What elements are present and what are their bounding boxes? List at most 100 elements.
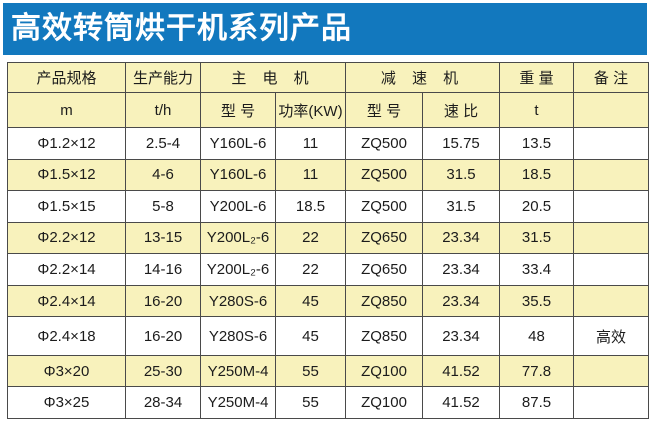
table-cell: Φ1.5×15 — [7, 190, 126, 223]
table-cell: ZQ500 — [345, 158, 423, 192]
unit-header-remark — [573, 92, 649, 128]
table-cell — [573, 284, 649, 318]
table-cell: 18.5 — [275, 190, 346, 223]
table-cell: 23.34 — [422, 221, 500, 255]
table-cell: 41.52 — [422, 354, 500, 388]
table-cell: 16-20 — [125, 284, 201, 318]
table-cell: Φ2.2×14 — [7, 253, 126, 286]
table-header-group-row: 产品规格 生产能力 主 电 机 减 速 机 重 量 备 注 — [7, 62, 649, 93]
unit-header-spec: m — [7, 92, 126, 128]
table-cell: Φ2.4×18 — [7, 316, 126, 356]
column-header-reducer: 减 速 机 — [345, 62, 500, 93]
table-cell: 13-15 — [125, 221, 201, 255]
table-row: Φ2.4×14 16-20 Y280S-6 45 ZQ850 23.34 35.5 — [7, 284, 649, 318]
table-cell: ZQ500 — [345, 190, 423, 223]
table-cell: ZQ650 — [345, 253, 423, 286]
table-cell: 22 — [275, 253, 346, 286]
table-cell: 23.34 — [422, 253, 500, 286]
table-cell: 45 — [275, 316, 346, 356]
table-cell: 13.5 — [499, 127, 574, 160]
table-cell — [573, 221, 649, 255]
table-cell: 45 — [275, 284, 346, 318]
page-title: 高效转筒烘干机系列产品 — [11, 12, 352, 45]
table-cell: 25-30 — [125, 354, 201, 388]
table-cell: ZQ100 — [345, 354, 423, 388]
table-cell — [573, 354, 649, 388]
unit-header-capacity: t/h — [125, 92, 201, 128]
table-cell: Y200L-6 — [200, 190, 276, 223]
table-cell: 48 — [499, 316, 574, 356]
table-cell: 77.8 — [499, 354, 574, 388]
table-cell: Φ1.5×12 — [7, 158, 126, 192]
table-cell: ZQ500 — [345, 127, 423, 160]
table-cell: 31.5 — [422, 190, 500, 223]
table-cell: Φ3×20 — [7, 354, 126, 388]
table-cell: 28-34 — [125, 386, 201, 419]
table-row: Φ2.4×18 16-20 Y280S-6 45 ZQ850 23.34 48 高效 — [7, 316, 649, 356]
table-cell: Y200L₂-6 — [200, 253, 276, 286]
table-cell: 11 — [275, 127, 346, 160]
column-header-capacity: 生产能力 — [125, 62, 201, 93]
table-cell: 14-16 — [125, 253, 201, 286]
table-row: Φ2.2×12 13-15 Y200L₂-6 22 ZQ650 23.34 31.5 — [7, 221, 649, 255]
table-cell: 55 — [275, 354, 346, 388]
table-cell — [573, 127, 649, 160]
table-cell — [573, 253, 649, 286]
table-cell: 87.5 — [499, 386, 574, 419]
table-cell: 33.4 — [499, 253, 574, 286]
page-title-banner: 高效转筒烘干机系列产品 — [3, 3, 647, 55]
table-cell: 23.34 — [422, 316, 500, 356]
table-cell: Y280S-6 — [200, 284, 276, 318]
table-row: Φ1.2×12 2.5-4 Y160L-6 11 ZQ500 15.75 13.5 — [7, 127, 649, 160]
unit-header-motor-model: 型 号 — [200, 92, 276, 128]
table-row: Φ1.5×12 4-6 Y160L-6 11 ZQ500 31.5 18.5 — [7, 158, 649, 192]
table-cell: 2.5-4 — [125, 127, 201, 160]
table-cell: Φ1.2×12 — [7, 127, 126, 160]
table-cell: Y280S-6 — [200, 316, 276, 356]
unit-header-reducer-model: 型 号 — [345, 92, 423, 128]
table-cell: 11 — [275, 158, 346, 192]
table-cell: Y160L-6 — [200, 127, 276, 160]
table-cell: ZQ850 — [345, 284, 423, 318]
table-cell — [573, 386, 649, 419]
unit-header-motor-power: 功率(KW) — [275, 92, 346, 128]
table-cell: 41.52 — [422, 386, 500, 419]
table-row: Φ3×25 28-34 Y250M-4 55 ZQ100 41.52 87.5 — [7, 386, 649, 419]
table-cell: ZQ650 — [345, 221, 423, 255]
column-header-spec: 产品规格 — [7, 62, 126, 93]
table-cell: 4-6 — [125, 158, 201, 192]
unit-header-weight: t — [499, 92, 574, 128]
table-cell: 15.75 — [422, 127, 500, 160]
table-cell: 55 — [275, 386, 346, 419]
column-header-remark: 备 注 — [573, 62, 649, 93]
table-cell: 16-20 — [125, 316, 201, 356]
table-cell: Φ2.2×12 — [7, 221, 126, 255]
table-cell: Y200L₂-6 — [200, 221, 276, 255]
table-cell: 22 — [275, 221, 346, 255]
table-cell: Y250M-4 — [200, 354, 276, 388]
column-header-main-motor: 主 电 机 — [200, 62, 346, 93]
table-cell: ZQ100 — [345, 386, 423, 419]
table-cell: Y250M-4 — [200, 386, 276, 419]
table-row: Φ3×20 25-30 Y250M-4 55 ZQ100 41.52 77.8 — [7, 354, 649, 388]
table-cell: 18.5 — [499, 158, 574, 192]
table-cell: 31.5 — [499, 221, 574, 255]
table-cell: 5-8 — [125, 190, 201, 223]
table-row: Φ2.2×14 14-16 Y200L₂-6 22 ZQ650 23.34 33.4 — [7, 253, 649, 286]
table-cell: 20.5 — [499, 190, 574, 223]
column-header-weight: 重 量 — [499, 62, 574, 93]
table-cell: Y160L-6 — [200, 158, 276, 192]
spec-table: 产品规格 生产能力 主 电 机 减 速 机 重 量 备 注 m t/h 型 号 … — [7, 62, 649, 419]
table-cell: Φ3×25 — [7, 386, 126, 419]
table-cell — [573, 190, 649, 223]
table-cell: ZQ850 — [345, 316, 423, 356]
table-row: Φ1.5×15 5-8 Y200L-6 18.5 ZQ500 31.5 20.5 — [7, 190, 649, 223]
unit-header-speed-ratio: 速 比 — [422, 92, 500, 128]
table-cell: 高效 — [573, 316, 649, 356]
table-cell: 23.34 — [422, 284, 500, 318]
table-cell: Φ2.4×14 — [7, 284, 126, 318]
table-header-unit-row: m t/h 型 号 功率(KW) 型 号 速 比 t — [7, 92, 649, 128]
table-cell: 31.5 — [422, 158, 500, 192]
table-cell: 35.5 — [499, 284, 574, 318]
